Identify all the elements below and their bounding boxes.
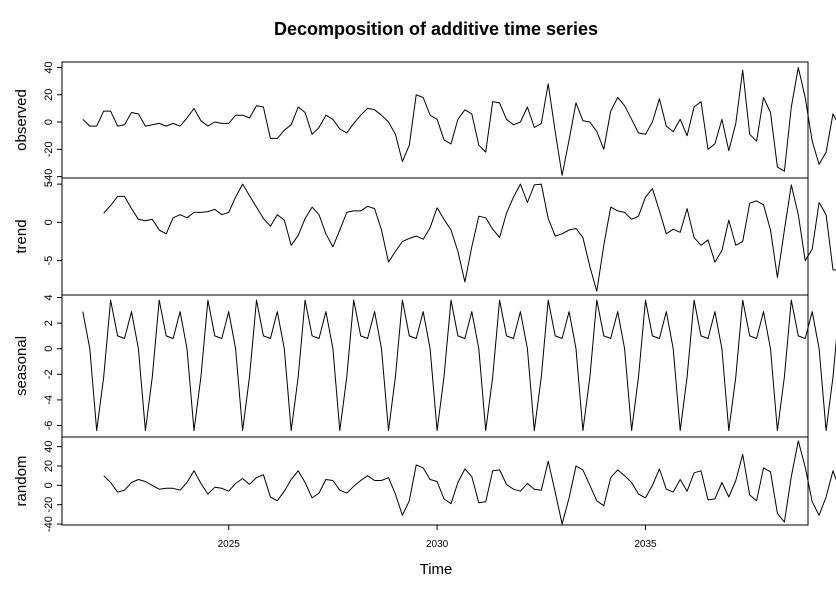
- panel-trend: -5 0 5 trend: [13, 177, 836, 296]
- random-series-line: [103, 440, 836, 525]
- observed-y-tick-label: 0: [43, 119, 55, 125]
- panel-seasonal: -6 -4 -2 0 2 4 seasonal: [13, 294, 836, 438]
- seasonal-y-tick-label: 2: [43, 320, 55, 326]
- observed-y-tick-label: -20: [43, 141, 55, 157]
- seasonal-series-line: [82, 299, 836, 432]
- panel-observed: -40 -20 0 20 40 observed: [13, 61, 836, 185]
- panel-frame-observed: [61, 61, 809, 179]
- panel-frame-seasonal: [61, 294, 809, 438]
- panels-group: -40-2002040observed-505trend-6-4-2024sea…: [13, 61, 836, 532]
- trend-y-tick-label: -5: [43, 256, 55, 266]
- observed-y-tick-label: 40: [43, 61, 55, 73]
- random-y-tick-label: 40: [43, 441, 55, 453]
- trend-y-tick-label: 5: [43, 181, 55, 187]
- panel-label-random: random: [13, 456, 30, 507]
- observed-series-line: [82, 67, 836, 176]
- x-tick-label: 2035: [634, 539, 657, 550]
- panel-label-observed: observed: [13, 89, 30, 151]
- x-axis-title: Time: [420, 561, 453, 578]
- random-y-tick-label: -20: [43, 497, 55, 513]
- observed-y-tick-label: 20: [43, 89, 55, 101]
- seasonal-y-tick-label: 4: [43, 294, 55, 300]
- panel-label-seasonal: seasonal: [13, 336, 30, 396]
- random-y-tick-label: 0: [43, 482, 55, 488]
- panel-label-trend: trend: [13, 219, 30, 253]
- chart-title: Decomposition of additive time series: [274, 19, 598, 39]
- trend-series-line: [103, 183, 836, 292]
- x-tick-label: 2030: [426, 539, 449, 550]
- seasonal-y-tick-label: 0: [43, 346, 55, 352]
- random-y-tick-label: -40: [43, 516, 55, 532]
- random-y-tick-label: 20: [43, 460, 55, 472]
- panel-random: -40 -20 0 20 40 random: [13, 436, 836, 532]
- x-tick-label: 2025: [218, 539, 241, 550]
- observed-y-tick-label: -40: [43, 169, 55, 185]
- x-axis: 2025 2030 2035: [218, 525, 657, 550]
- panel-frame-trend: [61, 177, 809, 296]
- seasonal-y-tick-label: -2: [43, 369, 55, 379]
- seasonal-y-tick-label: -6: [43, 421, 55, 431]
- seasonal-y-tick-label: -4: [43, 395, 55, 405]
- trend-y-tick-label: 0: [43, 219, 55, 225]
